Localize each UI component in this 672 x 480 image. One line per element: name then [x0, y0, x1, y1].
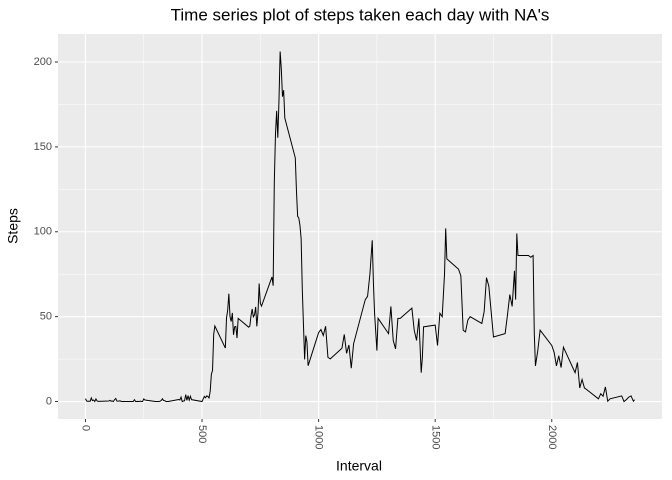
chart-title: Time series plot of steps taken each day…: [171, 5, 550, 24]
x-tick-label: 2000: [546, 425, 558, 449]
y-tick-label: 100: [34, 226, 52, 238]
y-tick-label: 150: [34, 141, 52, 153]
y-tick-label: 200: [34, 56, 52, 68]
x-axis-title: Interval: [336, 458, 382, 474]
y-axis-title: Steps: [5, 208, 21, 244]
x-tick-label: 0: [80, 425, 92, 431]
x-tick-label: 1500: [429, 425, 441, 449]
x-tick-label: 1000: [313, 425, 325, 449]
y-tick-label: 50: [40, 311, 52, 323]
x-tick-label: 500: [196, 425, 208, 443]
plot-panel: [58, 34, 662, 419]
y-tick-label: 0: [46, 395, 52, 407]
data-line: [85, 51, 635, 403]
